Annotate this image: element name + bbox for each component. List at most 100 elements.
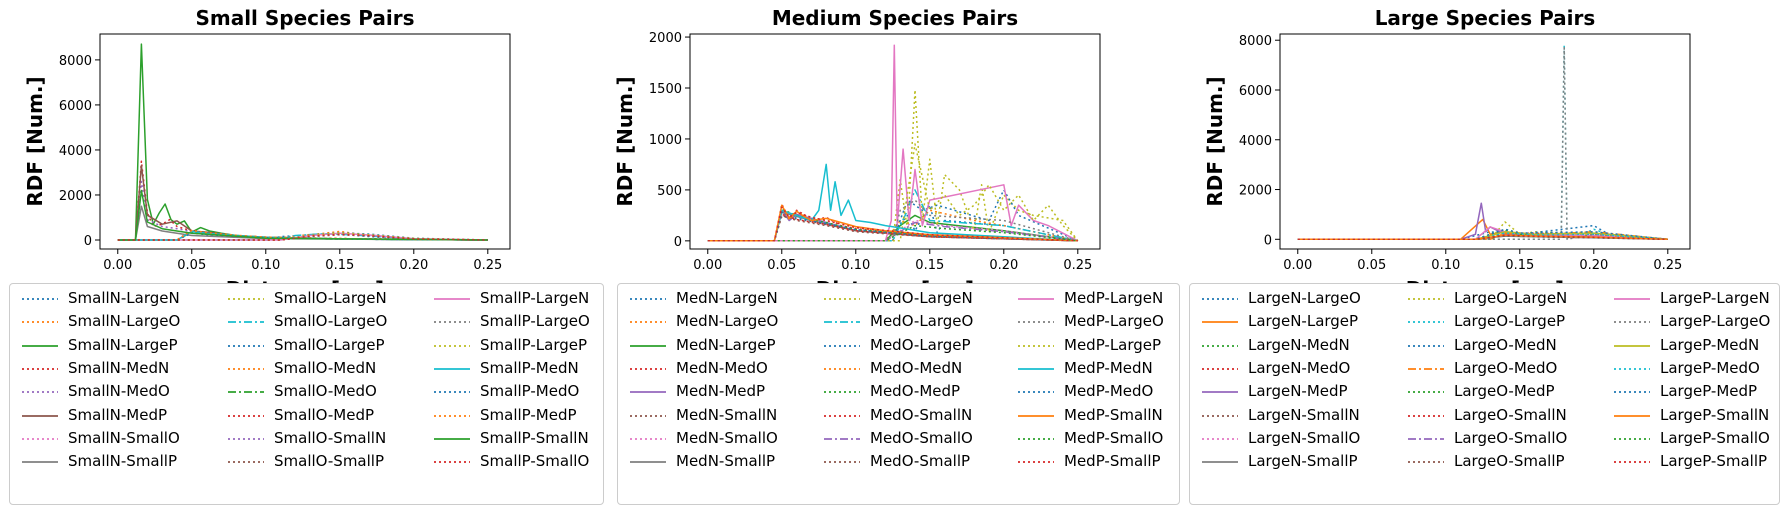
legend-label: SmallN-LargeP (68, 335, 178, 354)
legend-label: MedN-SmallO (676, 428, 778, 447)
legend-swatch (22, 414, 58, 417)
legend-swatch (1202, 461, 1238, 463)
legend-label: LargeN-SmallO (1248, 428, 1361, 447)
legend-swatch (434, 367, 470, 370)
legend-swatch (434, 391, 470, 394)
chart-panel-0: 0.00 0.05 0.10 0.15 0.20 0.25 0 2000 4000 6000 800… (23, 6, 511, 301)
legend-swatch (1408, 367, 1444, 370)
legend-item: SmallN-MedO (20, 381, 220, 403)
legend-swatch (1408, 344, 1444, 347)
x-tick-label: 0.00 (1283, 258, 1312, 273)
legend-label: LargeO-MedP (1454, 382, 1555, 401)
series-line-SmallP-SmallO (117, 233, 488, 241)
legend-item: SmallP-LargeP (432, 335, 632, 357)
legend-item: SmallP-LargeN (432, 288, 632, 310)
legend-label: MedP-LargeN (1064, 289, 1164, 307)
series-group (1297, 44, 1668, 241)
legend-item: SmallN-LargeP (20, 335, 220, 357)
legend-small-species: SmallN-LargeN SmallN-LargeO SmallN-LargeP S… (9, 283, 604, 505)
legend-label: LargeN-LargeP (1248, 312, 1359, 331)
legend-item: MedO-SmallN (822, 405, 1022, 427)
chart-title: Medium Species Pairs (772, 6, 1018, 30)
legend-item: MedO-SmallO (822, 428, 1022, 450)
series-line-MedN-SmallO (707, 219, 1078, 242)
y-tick-label: 8000 (59, 54, 92, 69)
legend-label: LargeO-LargeN (1454, 289, 1568, 307)
legend-item: SmallN-MedP (20, 405, 220, 427)
legend-swatch (1018, 367, 1054, 370)
legend-swatch (22, 321, 58, 324)
legend-swatch (824, 437, 860, 440)
x-tick-label: 0.15 (325, 258, 354, 273)
legend-swatch (1018, 391, 1054, 394)
legend-label: SmallP-LargeO (480, 312, 590, 331)
legend-item: SmallO-LargeN (226, 288, 426, 310)
series-line-MedO-LargeP (707, 189, 1079, 242)
legend-swatch (228, 414, 264, 417)
axes-frame (1279, 33, 1691, 250)
legend-swatch (1408, 414, 1444, 417)
legend-label: SmallO-MedN (274, 358, 377, 377)
legend-label: SmallP-MedO (480, 382, 580, 401)
legend-item: SmallN-SmallP (20, 451, 220, 473)
legend-swatch (1614, 437, 1650, 440)
legend-item: LargeP-SmallP (1612, 451, 1792, 473)
series-group (117, 43, 488, 241)
legend-item: LargeP-SmallN (1612, 405, 1792, 427)
legend-item: MedP-SmallP (1016, 451, 1216, 473)
legend-label: SmallO-LargeP (274, 335, 385, 354)
legend-item: LargeP-LargeO (1612, 311, 1792, 333)
legend-item: SmallN-LargeO (20, 311, 220, 333)
legend-label: SmallO-LargeN (274, 289, 387, 307)
legend-label: SmallO-SmallN (274, 428, 387, 447)
legend-swatch (824, 367, 860, 370)
legend-item: LargeO-MedO (1406, 358, 1606, 380)
legend-item: SmallP-SmallO (432, 451, 632, 473)
legend-label: SmallP-SmallO (480, 452, 590, 471)
legend-label: MedN-LargeN (676, 289, 778, 307)
legend-label: MedO-SmallN (870, 405, 973, 424)
legend-label: LargeP-LargeO (1660, 312, 1771, 331)
legend-item: MedO-LargeO (822, 311, 1022, 333)
y-axis-label: RDF [Num.] (23, 76, 47, 206)
legend-swatch (1018, 344, 1054, 347)
legend-label: SmallN-MedN (68, 358, 170, 377)
legend-item: SmallP-MedN (432, 358, 632, 380)
y-tick-label: 2000 (1239, 184, 1272, 199)
legend-label: MedO-MedP (870, 382, 961, 401)
legend-swatch (1614, 298, 1650, 300)
x-tick-label: 0.25 (473, 258, 502, 273)
legend-swatch (22, 461, 58, 463)
legend-label: LargeP-MedN (1660, 335, 1760, 354)
series-line-MedO-LargeN (707, 89, 1079, 242)
legend-item: LargeP-MedO (1612, 358, 1792, 380)
legend-swatch (1202, 321, 1238, 324)
legend-swatch (1408, 298, 1444, 300)
series-line-MedP-SmallO (707, 224, 1078, 242)
legend-label: SmallN-MedO (68, 382, 170, 401)
legend-swatch (1614, 461, 1650, 463)
legend-label: SmallN-LargeN (68, 289, 180, 307)
series-line-LargeP-LargeO (1297, 46, 1668, 241)
legend-label: SmallP-LargeN (480, 289, 590, 307)
axes-frame (689, 33, 1101, 250)
legend-swatch (630, 344, 666, 347)
legend-swatch (1202, 414, 1238, 417)
legend-item: SmallO-MedO (226, 381, 426, 403)
x-tick-label: 0.10 (1431, 258, 1460, 273)
legend-swatch (1018, 321, 1054, 324)
legend-item: SmallO-SmallN (226, 428, 426, 450)
legend-item: LargeO-SmallO (1406, 428, 1606, 450)
legend-label: LargeP-SmallN (1660, 405, 1770, 424)
legend-label: LargeN-LargeO (1248, 289, 1361, 307)
legend-swatch (1018, 298, 1054, 300)
series-line-SmallN-MedP (117, 164, 488, 241)
legend-item: LargeN-LargeP (1200, 311, 1400, 333)
legend-label: SmallP-MedN (480, 358, 579, 377)
legend-label: MedO-LargeO (870, 312, 974, 331)
legend-label: MedN-MedP (676, 382, 766, 401)
legend-item: MedP-SmallN (1016, 405, 1216, 427)
legend-swatch (1202, 391, 1238, 394)
legend-label: MedP-SmallO (1064, 428, 1164, 447)
